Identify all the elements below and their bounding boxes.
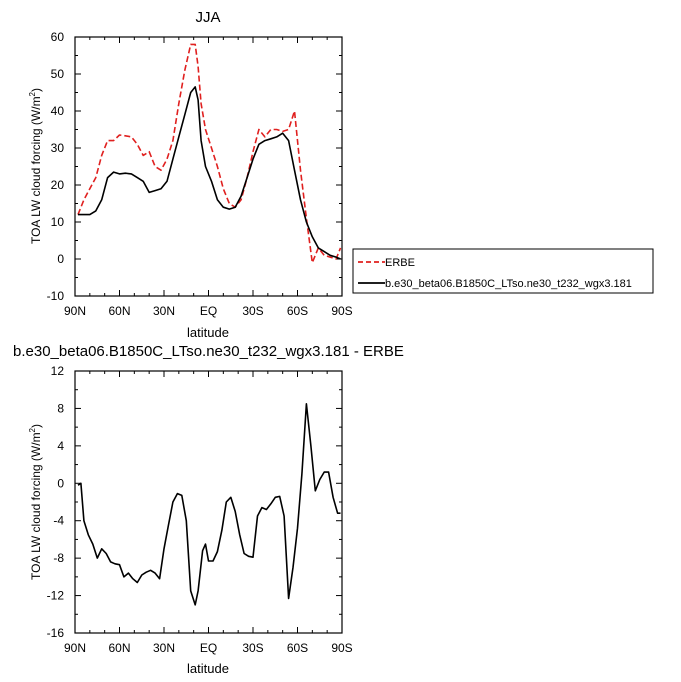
bottom-panel-y-tick-label: 8 [57,401,64,415]
bottom-panel-y-tick-label: -12 [47,589,65,603]
bottom-panel-x-tick-label: 60S [287,641,308,655]
bottom-panel-x-axis-label: latitude [187,661,229,676]
top-panel: JJA 90N 60N 30N EQ 30S 60S 90S -10 0 10 20 30 40 50 60… [28,9,654,340]
top-panel-x-tick-label: 60N [108,304,130,318]
bottom-panel-y-axis-label-sup: 2 [28,427,37,432]
bottom-panel-y-tick-label: -16 [47,626,65,640]
top-panel-title: JJA [195,9,220,26]
top-panel-y-axis-label-sup: 2 [28,91,37,96]
top-panel-y-tick-label: 0 [57,252,64,266]
top-panel-x-axis-label: latitude [187,325,229,340]
bottom-panel-frame [74,370,343,634]
top-panel-frame [74,36,343,297]
top-panel-y-tick-label: 40 [51,104,65,118]
legend-label-erbe: ERBE [385,257,415,269]
top-panel-ticks: 90N 60N 30N EQ 30S 60S 90S -10 0 10 20 30 40 50 60 [47,30,353,318]
legend: ERBE b.e30_beta06.B1850C_LTso.ne30_t232_… [352,248,654,294]
bottom-panel-x-tick-label: 60N [108,641,130,655]
top-panel-y-tick-label: 50 [51,67,65,81]
top-panel-x-tick-label: 90N [64,304,86,318]
bottom-panel-y-axis-label: TOA LW cloud forcing (W/m2) [28,424,43,580]
top-panel-x-tick-label: 30N [153,304,175,318]
bottom-panel-series-line-difference [77,402,341,606]
top-panel-x-tick-label: EQ [200,304,217,318]
top-panel-x-tick-label: 90S [331,304,352,318]
top-panel-series-line-model [78,86,341,260]
bottom-panel-ticks: 90N 60N 30N EQ 30S 60S 90S -16 -12 -8 -4 0 4 8 12 [47,364,353,655]
bottom-panel-y-tick-label: 0 [57,476,64,490]
bottom-panel-x-tick-label: 30S [242,641,263,655]
bottom-panel-y-tick-label: -4 [53,514,64,528]
bottom-panel-y-axis-label-close: ) [29,424,43,428]
legend-label-model: b.e30_beta06.B1850C_LTso.ne30_t232_wgx3.… [385,278,632,290]
bottom-panel-x-tick-label: 30N [153,641,175,655]
bottom-panel-y-tick-label: 12 [51,364,65,378]
top-panel-series-line-erbe [77,43,342,264]
bottom-panel-x-tick-label: 90S [331,641,352,655]
legend-frame [352,248,654,294]
top-panel-x-tick-label: 60S [287,304,308,318]
bottom-panel-x-tick-label: 90N [64,641,86,655]
bottom-panel-y-tick-label: 4 [57,439,64,453]
top-panel-y-tick-label: 20 [51,178,65,192]
top-panel-y-tick-label: 60 [51,30,65,44]
top-panel-y-axis-label-main: TOA LW cloud forcing (W/m [29,96,43,244]
top-panel-y-tick-label: 30 [51,141,65,155]
top-panel-series [77,43,342,264]
top-panel-y-tick-label: 10 [51,215,65,229]
bottom-panel-x-tick-label: EQ [200,641,217,655]
bottom-panel-y-axis-label-main: TOA LW cloud forcing (W/m [29,432,43,580]
top-panel-y-axis-label-close: ) [29,88,43,92]
top-panel-y-tick-label: -10 [47,289,65,303]
top-panel-y-axis-label: TOA LW cloud forcing (W/m2) [28,88,43,244]
bottom-panel-series [77,402,341,606]
top-panel-x-tick-label: 30S [242,304,263,318]
bottom-panel: b.e30_beta06.B1850C_LTso.ne30_t232_wgx3.… [13,343,404,676]
bottom-panel-y-tick-label: -8 [53,551,64,565]
bottom-panel-title: b.e30_beta06.B1850C_LTso.ne30_t232_wgx3.… [13,343,404,360]
